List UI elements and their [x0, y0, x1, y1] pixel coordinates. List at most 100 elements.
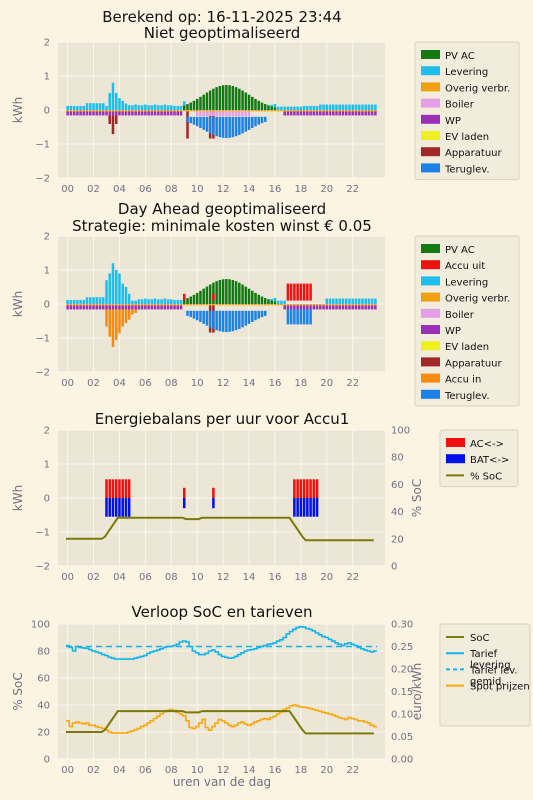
bar-teruglev: [241, 116, 244, 134]
y-tick-label: −2: [35, 562, 50, 573]
bar-wp: [140, 305, 144, 310]
bar-teruglev: [257, 116, 261, 125]
bar-pv-ac: [244, 286, 248, 304]
bar-levering: [92, 297, 95, 304]
bar-overig: [267, 110, 270, 112]
bar-teruglev: [186, 116, 189, 122]
bar-levering: [150, 105, 154, 110]
bar-pv-ac: [263, 298, 267, 304]
bar-overig: [199, 304, 202, 306]
x-tick-label: 08: [165, 378, 178, 389]
bar-teruglev: [202, 310, 205, 324]
bar-wp: [302, 111, 306, 116]
bar-overig: [348, 110, 351, 112]
bar-levering: [348, 104, 351, 110]
bar-wp: [357, 305, 361, 310]
legend-box-1: [414, 41, 520, 181]
bar-overig: [160, 110, 163, 112]
bar-teruglev: [215, 116, 218, 137]
y2-tick-label: 0.20: [391, 665, 413, 676]
bar-teruglev: [202, 116, 205, 130]
bar-levering: [179, 299, 183, 304]
bar-overig: [182, 304, 186, 306]
legend-label: Levering: [445, 277, 488, 288]
bar-accu-in: [131, 309, 134, 315]
x-tick-label: 14: [243, 378, 256, 389]
bar-levering: [131, 105, 134, 110]
bar-levering: [364, 298, 367, 304]
bar-levering: [118, 273, 121, 304]
x-tick-label: 22: [346, 184, 359, 195]
bar-overig: [166, 110, 170, 112]
legend-label: SoC: [470, 633, 489, 644]
bar-pv-ac: [273, 301, 277, 304]
bar-pv-ac: [221, 279, 225, 304]
bar-overig: [351, 110, 354, 112]
bar-wp: [147, 305, 150, 310]
bar-levering: [114, 270, 118, 304]
bar-pv-ac: [234, 281, 238, 304]
bar-wp: [160, 305, 163, 310]
bar-levering: [85, 103, 89, 110]
bar-wp: [79, 111, 82, 116]
bar-overig: [92, 110, 95, 112]
legend-label: Apparatuur: [445, 148, 503, 159]
bar-levering: [124, 103, 128, 110]
bar-wp: [341, 305, 345, 310]
x-tick-label: 22: [346, 572, 359, 583]
bar-levering: [309, 105, 312, 110]
bar-wp: [357, 111, 361, 116]
bar-wp: [163, 111, 167, 116]
legend-swatch: [421, 114, 440, 124]
bar-levering: [69, 105, 73, 110]
bar-bat: [118, 498, 121, 517]
bar-overig: [244, 304, 248, 306]
legend-swatch: [421, 308, 440, 318]
bar-levering: [315, 105, 319, 110]
bar-wp: [108, 305, 111, 310]
x-axis-label: uren van de dag: [173, 775, 271, 789]
bar-wp: [312, 305, 316, 310]
bar-wp: [370, 305, 374, 310]
page-title: Berekend op: 16-11-2025 23:44: [102, 8, 341, 26]
bar-levering: [153, 104, 157, 110]
bar-pv-ac: [215, 281, 218, 304]
bar-accu-uit: [286, 283, 290, 301]
x-tick-label: 14: [243, 572, 256, 583]
bar-accu-in: [134, 309, 137, 313]
bar-teruglev: [231, 116, 235, 138]
bar-overig: [105, 304, 108, 306]
bar-levering: [101, 297, 105, 304]
bar-bat: [306, 498, 309, 517]
bar-levering: [267, 104, 270, 106]
bar-wp: [367, 111, 371, 116]
y-tick-label: −1: [35, 334, 50, 345]
bar-pv-ac: [254, 98, 257, 110]
y2-tick-label: 20: [391, 534, 404, 545]
bar-wp: [173, 305, 176, 310]
y-tick-label: −2: [35, 174, 50, 185]
bar-levering: [325, 298, 329, 304]
bar-levering: [328, 298, 332, 304]
bar-overig: [267, 304, 270, 306]
bar-overig: [89, 304, 92, 306]
bar-overig: [79, 304, 82, 306]
x-tick-label: 02: [87, 378, 100, 389]
bar-pv-ac: [273, 107, 277, 110]
bar-overig: [114, 304, 118, 306]
y-tick-label: −1: [35, 528, 50, 539]
bar-overig: [150, 304, 154, 306]
bar-levering: [280, 106, 283, 110]
bar-levering: [280, 300, 283, 304]
bar-bat: [108, 498, 111, 517]
bar-teruglev: [260, 116, 264, 124]
bar-teruglev: [225, 116, 228, 139]
bar-overig: [357, 110, 361, 112]
bar-levering: [370, 104, 374, 110]
y-tick-label: −1: [35, 140, 50, 151]
bar-overig: [127, 304, 131, 306]
bar-pv-ac: [208, 90, 212, 110]
bar-overig: [114, 110, 118, 112]
bar-pv-ac: [251, 96, 254, 110]
